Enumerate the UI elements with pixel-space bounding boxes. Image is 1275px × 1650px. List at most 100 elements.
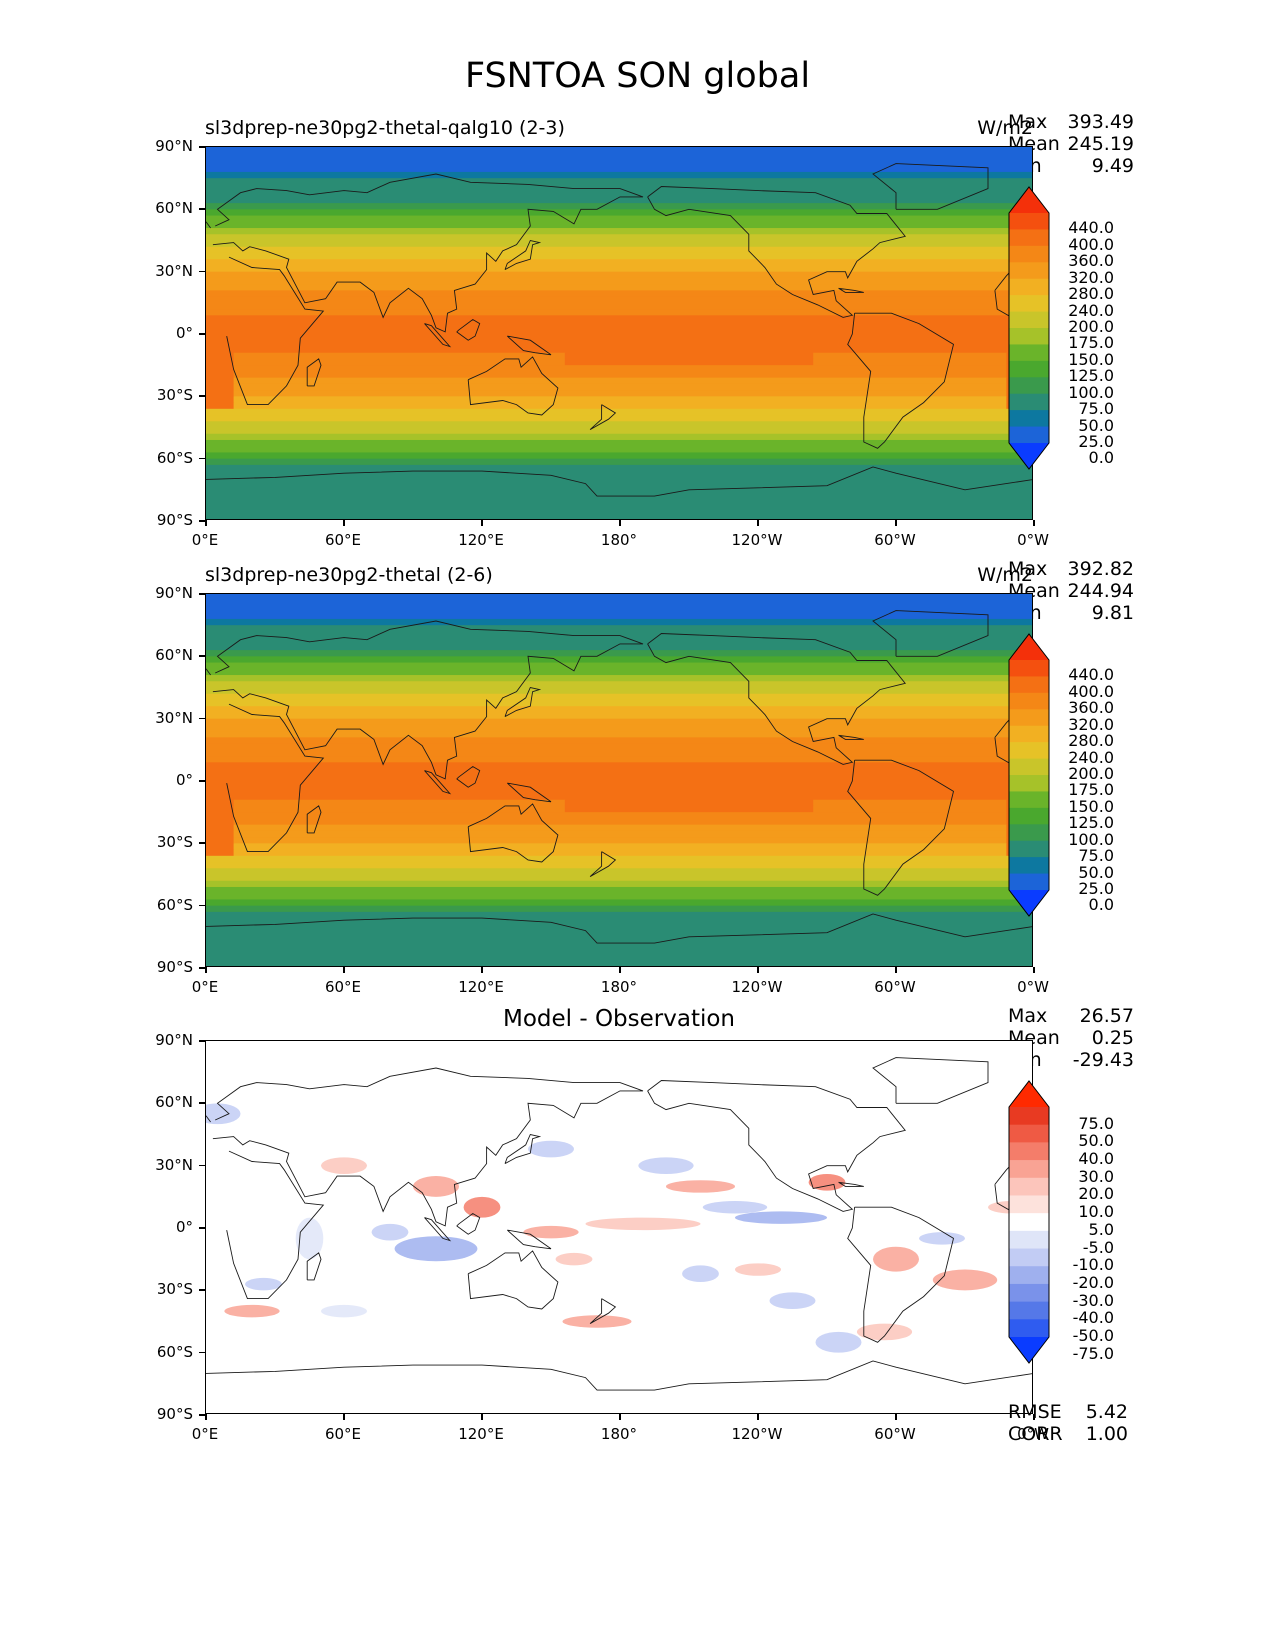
colorbar-tick-label: 320.0 (1068, 267, 1114, 287)
longitude-tick-label: 60°W (874, 1425, 916, 1443)
stat-value: 244.94 (1067, 580, 1134, 602)
longitude-tick-label: 0°W (1017, 1425, 1049, 1443)
tick-mark (757, 1414, 759, 1420)
latitude-tick-label: 90°N (155, 137, 193, 155)
latitude-tick-label: 30°N (155, 261, 193, 280)
colorbar-tick-label: -75.0 (1072, 1343, 1114, 1363)
tick-mark (481, 1414, 483, 1420)
colorbar-tick-label: 50.0 (1078, 862, 1114, 882)
latitude-tick-label: 30°N (155, 708, 193, 727)
tick-mark (895, 967, 897, 973)
tick-mark (895, 520, 897, 526)
colorbar-tick-label: -5.0 (1082, 1237, 1114, 1257)
tick-mark (343, 1414, 345, 1420)
colorbar-tick-label: 175.0 (1068, 780, 1114, 800)
colorbar (1008, 1080, 1050, 1368)
colorbar-tick-label: 150.0 (1068, 796, 1114, 816)
tick-mark (619, 967, 621, 973)
colorbar-tick-label: 440.0 (1068, 218, 1114, 238)
longitude-tick-label: 0°E (191, 1425, 219, 1443)
longitude-tick-label: 120°E (458, 531, 504, 549)
stat-name: CORR (1008, 1423, 1063, 1445)
longitude-tick-label: 120°E (458, 1425, 504, 1443)
latitude-tick-label: 90°N (155, 1031, 193, 1049)
stat-value: -29.43 (1072, 1049, 1134, 1071)
colorbar-tick-label: 125.0 (1068, 366, 1114, 386)
longitude-tick-label: 0°W (1017, 531, 1049, 549)
colorbar-tick-label: 150.0 (1068, 349, 1114, 369)
field-map (205, 593, 1033, 967)
tick-mark (757, 967, 759, 973)
tick-mark (1033, 520, 1035, 526)
tick-mark (199, 146, 205, 148)
stat-value: 393.49 (1067, 111, 1134, 133)
colorbar-tick-label: -50.0 (1072, 1326, 1114, 1345)
stat-row: Max 26.57 (1008, 1005, 1134, 1027)
colorbar-tick-label: 175.0 (1068, 333, 1114, 353)
tick-mark (199, 457, 205, 460)
tick-mark (199, 655, 205, 657)
tick-mark (199, 395, 205, 397)
tick-mark (199, 1227, 205, 1229)
tick-mark (199, 520, 205, 522)
colorbar-tick-label: -10.0 (1072, 1255, 1114, 1275)
longitude-tick-label: 180° (600, 531, 638, 549)
colorbar-tick-label: 10.0 (1078, 1202, 1114, 1222)
colorbar-tick-label: 40.0 (1078, 1149, 1114, 1169)
panel-title: Model - Observation (502, 1006, 736, 1032)
colorbar (1008, 186, 1050, 474)
latitude-tick-label: 60°N (155, 646, 193, 665)
colorbar-tick-label: -20.0 (1072, 1272, 1114, 1292)
colorbar-tick-label: -40.0 (1072, 1308, 1114, 1328)
stat-name: Max (1008, 1005, 1048, 1027)
longitude-tick-label: 60°E (324, 531, 362, 549)
colorbar-tick-label: 25.0 (1078, 879, 1114, 898)
tick-mark (481, 967, 483, 973)
latitude-tick-label: 60°N (155, 199, 193, 218)
colorbar-tick-label: 50.0 (1078, 1131, 1114, 1151)
tick-mark (205, 1414, 207, 1420)
longitude-tick-label: 60°E (324, 1425, 362, 1443)
stat-name: Max (1008, 558, 1048, 580)
rmse-corr-box: RMSE 5.42 CORR 1.00 (1008, 1401, 1128, 1445)
tick-mark (343, 520, 345, 526)
longitude-tick-label: 0°W (1017, 978, 1049, 996)
colorbar-tick-label: 0.0 (1088, 895, 1114, 915)
colorbar-tick-label: 240.0 (1068, 747, 1114, 767)
field-map (205, 146, 1033, 520)
latitude-tick-label: 60°S (156, 895, 193, 914)
panel-title: sl3dprep-ne30pg2-thetal (2-6) (205, 564, 493, 586)
stat-value: 9.49 (1091, 155, 1134, 177)
latitude-tick-label: 60°N (155, 1093, 193, 1112)
colorbar-tick-label: 240.0 (1068, 300, 1114, 320)
colorbar-tick-label: 20.0 (1078, 1184, 1114, 1204)
latitude-tick-label: 90°N (155, 584, 193, 602)
tick-mark (1033, 967, 1035, 973)
stat-name: RMSE (1008, 1401, 1062, 1423)
colorbar (1008, 633, 1050, 921)
latitude-tick-label: 0° (175, 324, 193, 342)
tick-mark (199, 717, 205, 720)
colorbar-tick-label: 200.0 (1068, 764, 1114, 783)
tick-mark (199, 333, 205, 335)
longitude-tick-label: 0°E (191, 978, 219, 996)
stat-value: 1.00 (1085, 1423, 1128, 1445)
latitude-tick-label: 30°N (155, 1155, 193, 1174)
colorbar-tick-label: 30.0 (1078, 1166, 1114, 1186)
latitude-tick-label: 90°S (156, 1405, 193, 1423)
tick-mark (199, 1414, 205, 1416)
longitude-tick-label: 120°W (731, 978, 783, 996)
colorbar-tick-label: 125.0 (1068, 813, 1114, 833)
longitude-tick-label: 60°W (874, 531, 916, 549)
longitude-tick-label: 0°E (191, 531, 219, 549)
tick-mark (619, 520, 621, 526)
longitude-tick-label: 180° (600, 978, 638, 996)
colorbar-tick-label: 100.0 (1068, 382, 1114, 402)
colorbar-tick-label: 440.0 (1068, 665, 1114, 685)
latitude-tick-label: 30°S (156, 833, 193, 852)
tick-mark (199, 208, 205, 210)
longitude-tick-label: 120°W (731, 1425, 783, 1443)
colorbar-tick-label: 360.0 (1068, 698, 1114, 718)
colorbar-tick-label: 5.0 (1088, 1219, 1114, 1239)
